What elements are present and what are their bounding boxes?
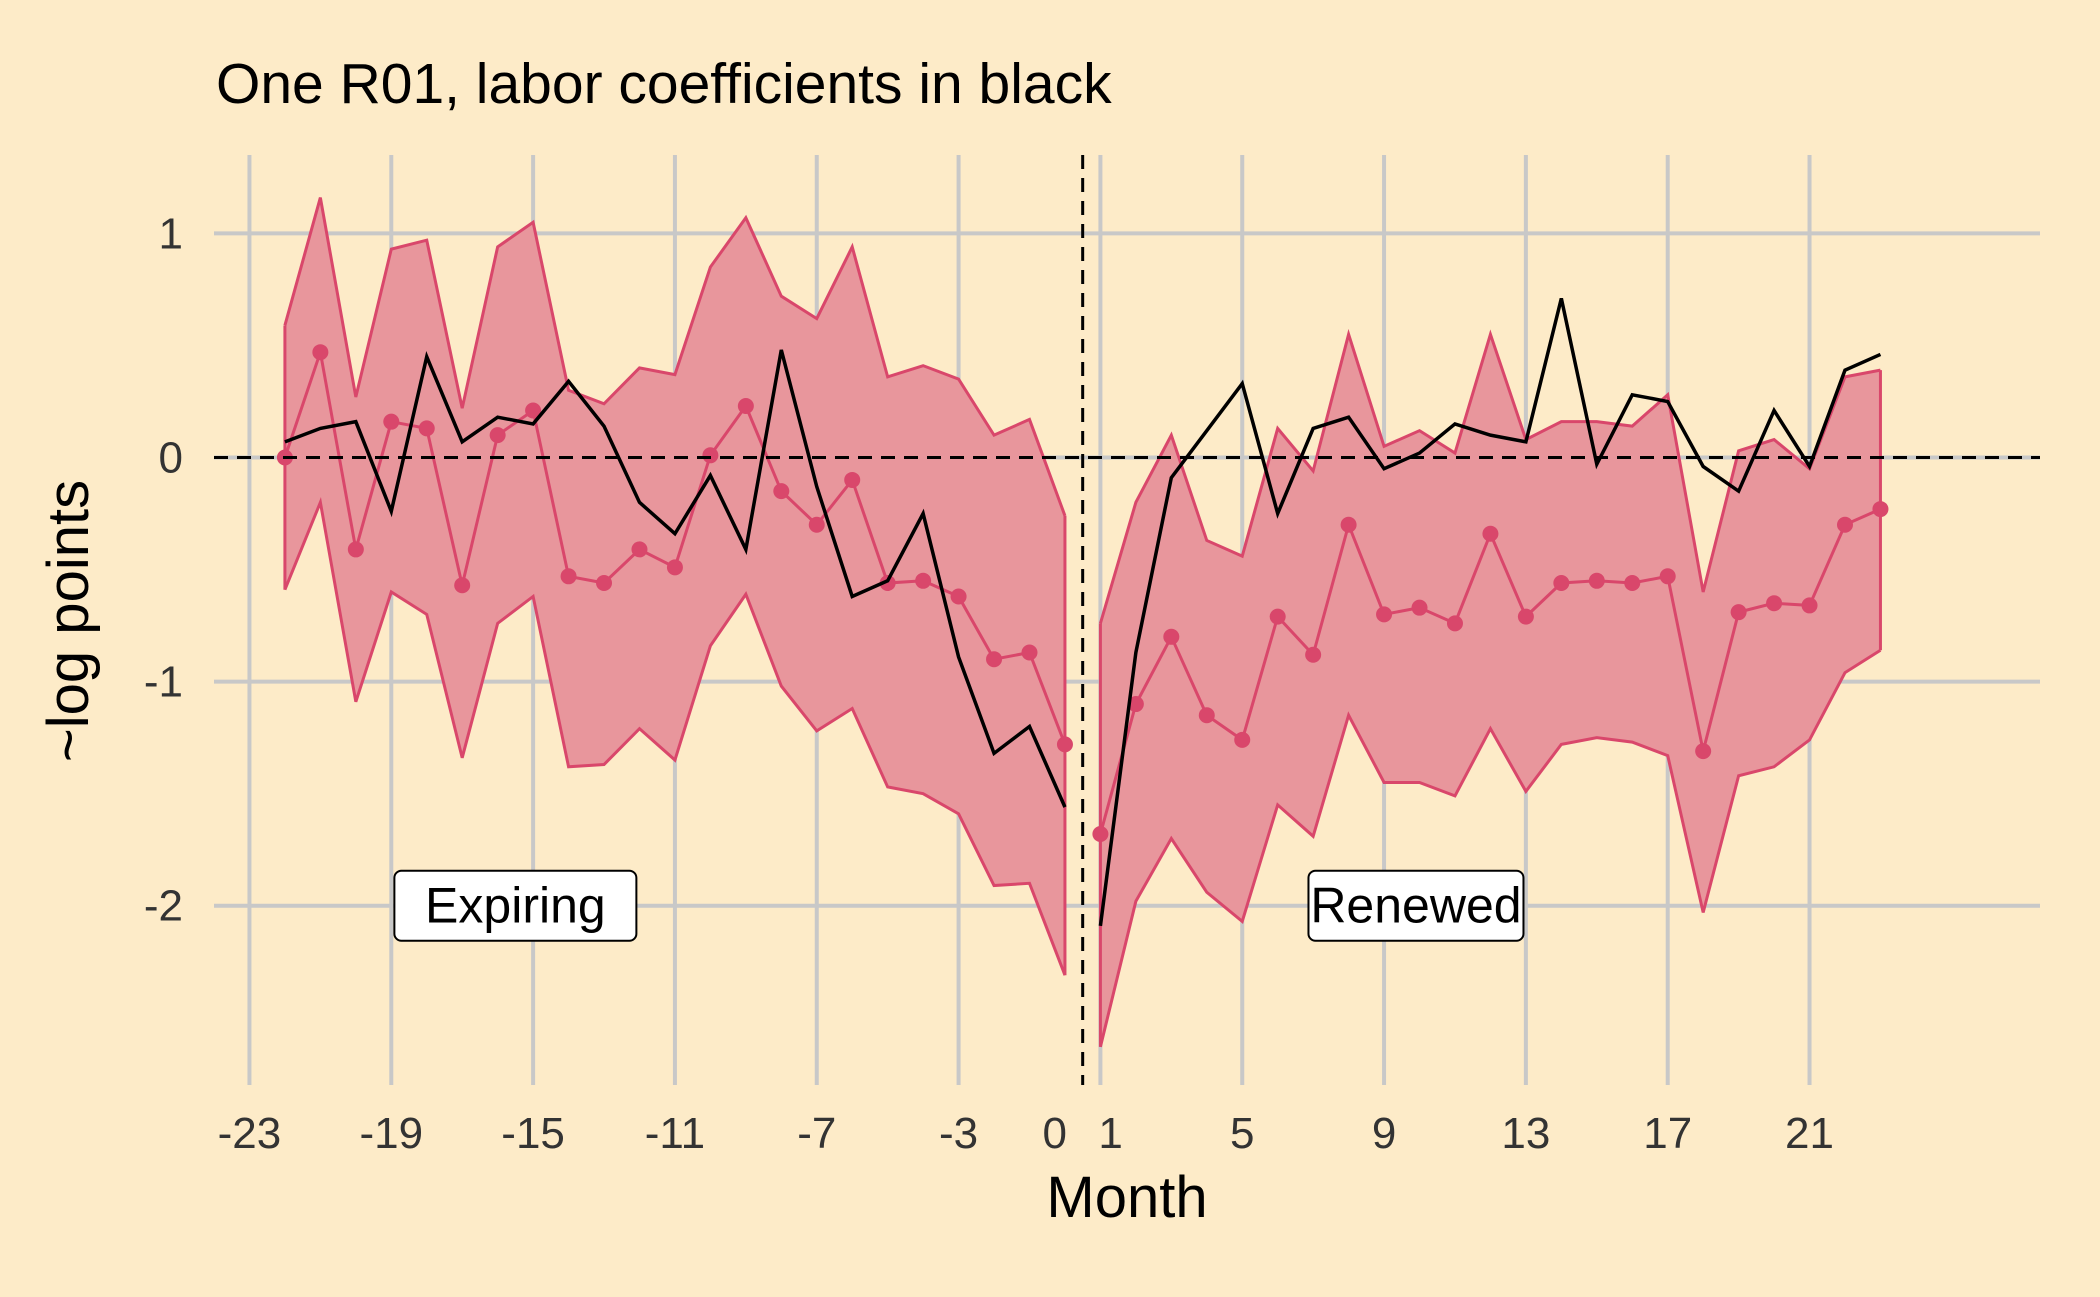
annotation-box [393, 869, 638, 942]
x-tick-label: 0 [1042, 1109, 1066, 1158]
x-tick-label: -11 [645, 1109, 705, 1158]
labor-series [284, 298, 1882, 927]
estimate-point [1659, 568, 1676, 585]
band-lower-expiring [283, 496, 1067, 976]
estimate-point [1340, 516, 1357, 533]
confidence-band-expiring [284, 197, 1065, 976]
annotation-label: Expiring [425, 878, 606, 934]
estimate-point [418, 420, 435, 437]
annotations: Expiring Renewed [393, 869, 1525, 942]
estimate-point [560, 568, 577, 585]
estimate-point [1198, 707, 1215, 724]
y-tick-label: -2 [144, 882, 183, 931]
estimate-point [1695, 743, 1712, 760]
estimate-point [1021, 644, 1038, 661]
estimate-point [1766, 595, 1783, 612]
estimate-point [915, 572, 932, 589]
estimate-point [808, 516, 825, 533]
estimate-point [1234, 731, 1251, 748]
estimate-point [1872, 501, 1889, 518]
x-tick-label: 1 [1098, 1109, 1122, 1158]
estimate-point [1269, 608, 1286, 625]
estimate-point [347, 541, 364, 558]
estimate-point [844, 471, 861, 488]
x-tick-label: -7 [797, 1109, 836, 1158]
estimate-point [1092, 826, 1109, 843]
band-upper-renewed [1098, 328, 1881, 624]
band-upper-expiring [283, 197, 1067, 517]
estimate-point [1836, 516, 1853, 533]
x-axis-label: Month [1046, 1165, 1207, 1230]
labor-line-renewed [1098, 298, 1882, 927]
labor-line-expiring [284, 349, 1067, 808]
estimate-point [596, 575, 613, 592]
estimate-point [879, 575, 896, 592]
y-axis-label: ~log points [36, 480, 101, 762]
estimate-point [1801, 597, 1818, 614]
band-lower-renewed [1098, 648, 1882, 1048]
estimate-point [1163, 628, 1180, 645]
estimate-point [454, 577, 471, 594]
estimate-point [525, 402, 542, 419]
estimate-point [1305, 646, 1322, 663]
estimate-series [276, 344, 1889, 843]
estimate-point [702, 447, 719, 464]
estimate-point [1056, 736, 1073, 753]
estimate-point [631, 541, 648, 558]
estimate-point [1730, 604, 1747, 621]
x-tick-label: -15 [501, 1109, 565, 1158]
estimate-point [489, 427, 506, 444]
estimate-point [666, 559, 683, 576]
confidence-band-renewed [1100, 334, 1881, 1047]
confidence-bands [283, 197, 1882, 1048]
estimate-point [1624, 575, 1641, 592]
y-tick-label: 1 [159, 209, 183, 258]
estimate-point [773, 483, 790, 500]
x-tick-label: 9 [1372, 1109, 1396, 1158]
x-tick-label: 17 [1643, 1109, 1692, 1158]
estimate-point [737, 397, 754, 414]
estimate-point [1127, 696, 1144, 713]
estimate-point [1482, 525, 1499, 542]
x-tick-label: 21 [1785, 1109, 1834, 1158]
estimate-point [1411, 599, 1428, 616]
estimate-point [312, 344, 329, 361]
annotation-box [1307, 869, 1525, 942]
x-tick-label: -3 [939, 1109, 978, 1158]
y-tick-label: -1 [144, 658, 183, 707]
estimate-point [1588, 572, 1605, 589]
reference-lines [214, 155, 2040, 1085]
x-tick-label: 5 [1230, 1109, 1254, 1158]
estimate-point [950, 588, 967, 605]
estimate-point [986, 651, 1003, 668]
estimate-point [1517, 608, 1534, 625]
x-tick-label: 13 [1501, 1109, 1550, 1158]
x-tick-label: -23 [218, 1109, 282, 1158]
y-tick-label: 0 [159, 434, 183, 483]
estimate-point [1553, 575, 1570, 592]
annotation-label: Renewed [1310, 878, 1521, 934]
chart-title: One R01, labor coefficients in black [216, 52, 1112, 116]
estimate-point [1376, 606, 1393, 623]
estimate-point [383, 413, 400, 430]
x-tick-label: -19 [359, 1109, 423, 1158]
estimate-point [1446, 615, 1463, 632]
